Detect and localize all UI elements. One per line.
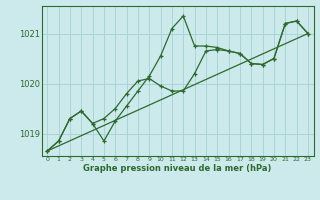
X-axis label: Graphe pression niveau de la mer (hPa): Graphe pression niveau de la mer (hPa) (84, 164, 272, 173)
